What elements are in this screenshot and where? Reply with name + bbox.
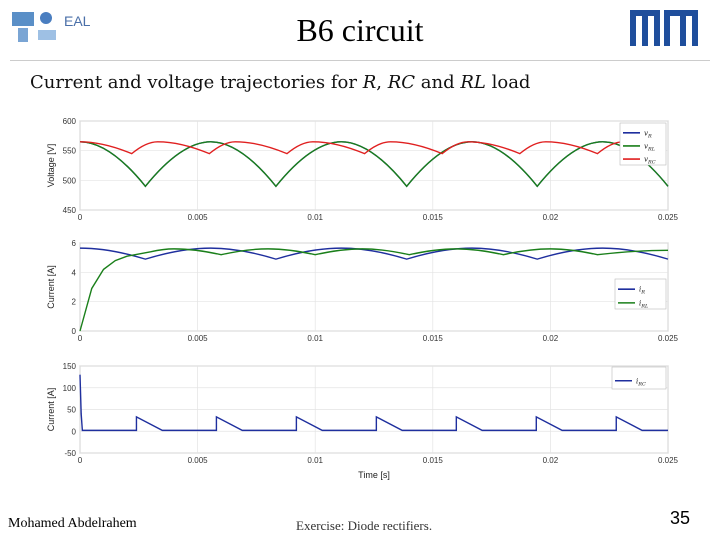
eal-logo: EAL [12,12,91,42]
footer-author: Mohamed Abdelrahem [8,516,137,531]
y-tick-label: 4 [72,268,77,277]
y-axis-label: Voltage [V] [46,144,56,188]
legend-entry: vRC [644,156,656,166]
x-tick-label: 0.005 [188,213,209,222]
x-tick-label: 0.005 [188,334,209,343]
x-tick-label: 0.025 [658,213,679,222]
plot-frame [79,120,669,211]
series-line-vRL [79,141,669,188]
y-tick-label: 150 [63,362,77,371]
chart-panel-3: 0 0.005 0.01 0.015 0.02 0.025-50050100150Curr… [46,362,679,480]
x-tick-label: 0.02 [543,334,559,343]
chart-panel-2: 0 0.005 0.01 0.015 0.02 0.025 0 2 4 6 Current [A] i… [46,239,679,343]
y-tick-label: 500 [63,176,77,185]
subtitle-rl: RL [460,72,486,93]
y-tick-label: 450 [63,206,77,215]
legend-box [611,366,667,390]
chart-subtitle: Current and voltage trajectories for R, … [30,72,530,93]
y-axis-label: Current [A] [46,265,56,309]
y-tick-label: 0 [72,327,77,336]
y-axis-label: Current [A] [46,388,56,432]
x-tick-label: 0 [78,213,83,222]
x-tick-label: 0.01 [307,334,323,343]
plot-frame [79,242,669,332]
x-tick-label: 0.015 [423,334,444,343]
series-line-vRC [79,141,624,155]
y-tick-label: 6 [72,239,77,248]
x-tick-label: 0.015 [423,456,444,465]
subtitle-r: R [362,72,377,93]
page-number: 35 [670,508,691,528]
footer-topic: Exercise: Diode rectifiers. [296,518,433,533]
legend-entry: iR [639,286,645,296]
x-tick-label: 0 [78,334,83,343]
x-tick-label: 0.005 [188,456,209,465]
y-tick-label: 50 [67,406,76,415]
x-axis-label: Time [s] [358,470,390,480]
x-tick-label: 0.01 [307,456,323,465]
y-tick-label: 550 [63,147,77,156]
legend: iRC [611,366,667,390]
x-tick-label: 0.02 [543,213,559,222]
x-tick-label: 0.02 [543,456,559,465]
chart-panel-1: 0 0.005 0.01 0.015 0.02 0.025 450 500 550 600 Volt… [46,117,679,222]
title-divider [10,60,710,61]
legend-box [614,278,667,310]
tum-logo [630,10,698,46]
legend-entry: vRL [644,142,656,152]
x-tick-label: 0.01 [307,213,323,222]
y-tick-label: 0 [72,427,77,436]
eal-logo-stand [18,28,28,42]
legend-entry: vR [644,129,652,139]
subtitle-suffix: load [485,72,531,93]
slide-title: B6 circuit [296,12,424,48]
eal-logo-monitor [12,12,34,26]
x-tick-label: 0.015 [423,213,444,222]
legend-box [619,122,667,166]
legend-entry: iRL [639,299,649,309]
legend-entry: iRC [636,377,646,387]
subtitle-rc: RC [387,72,416,93]
subtitle-prefix: Current and voltage trajectories for [30,72,363,93]
series-line-iRL [79,248,669,332]
y-tick-label: 100 [63,384,77,393]
y-tick-label: -50 [64,449,76,458]
x-tick-label: 0 [78,456,83,465]
subtitle-sep: , [376,72,388,93]
x-tick-label: 0.025 [658,334,679,343]
eal-logo-circle [40,12,52,24]
y-tick-label: 600 [63,117,77,126]
eal-logo-box [38,30,56,40]
series-line-iRC [79,374,668,432]
legend: vR vRL vRC [619,122,667,166]
x-tick-label: 0.025 [658,456,679,465]
legend: iR iRL [614,278,667,310]
subtitle-and: and [415,72,461,93]
series-line-iR [79,247,669,260]
eal-logo-text: EAL [64,13,91,29]
y-tick-label: 2 [72,298,77,307]
